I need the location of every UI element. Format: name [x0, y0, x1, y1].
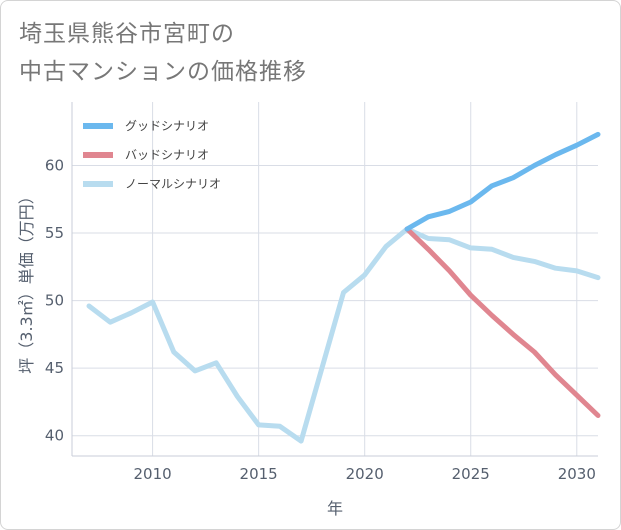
x-tick-label: 2030 [558, 465, 596, 483]
chart-title-line1: 埼玉県熊谷市宮町の [19, 21, 235, 47]
y-tick-label: 40 [45, 427, 64, 445]
chart-title-line2: 中古マンションの価格推移 [19, 59, 307, 85]
grid-lines [71, 102, 598, 457]
series-line-normal [86, 226, 601, 444]
x-axis-label: 年 [327, 499, 343, 518]
series-line-bad [404, 226, 601, 418]
x-tick-label: 2010 [134, 465, 172, 483]
y-tick-label: 60 [45, 157, 64, 175]
chart-title: 埼玉県熊谷市宮町の 中古マンションの価格推移 [19, 15, 307, 91]
x-tick-label: 2025 [452, 465, 490, 483]
y-tick-label: 50 [45, 292, 64, 310]
plot-area [72, 102, 598, 456]
y-tick-labels: 40 45 50 55 60 [45, 157, 64, 445]
series-line-good [404, 131, 601, 232]
x-tick-labels: 2010 2015 2020 2025 2030 [134, 465, 596, 483]
legend-label: バッドシナリオ [125, 148, 209, 162]
x-tick-label: 2015 [240, 465, 278, 483]
legend-label: ノーマルシナリオ [125, 177, 221, 191]
x-tick-label: 2020 [346, 465, 384, 483]
y-tick-label: 45 [45, 359, 64, 377]
legend-label: グッドシナリオ [125, 119, 209, 133]
series-lines [86, 131, 601, 444]
y-axis-label: 坪（3.3㎡）単価（万円） [17, 188, 36, 373]
y-tick-label: 55 [45, 224, 64, 242]
